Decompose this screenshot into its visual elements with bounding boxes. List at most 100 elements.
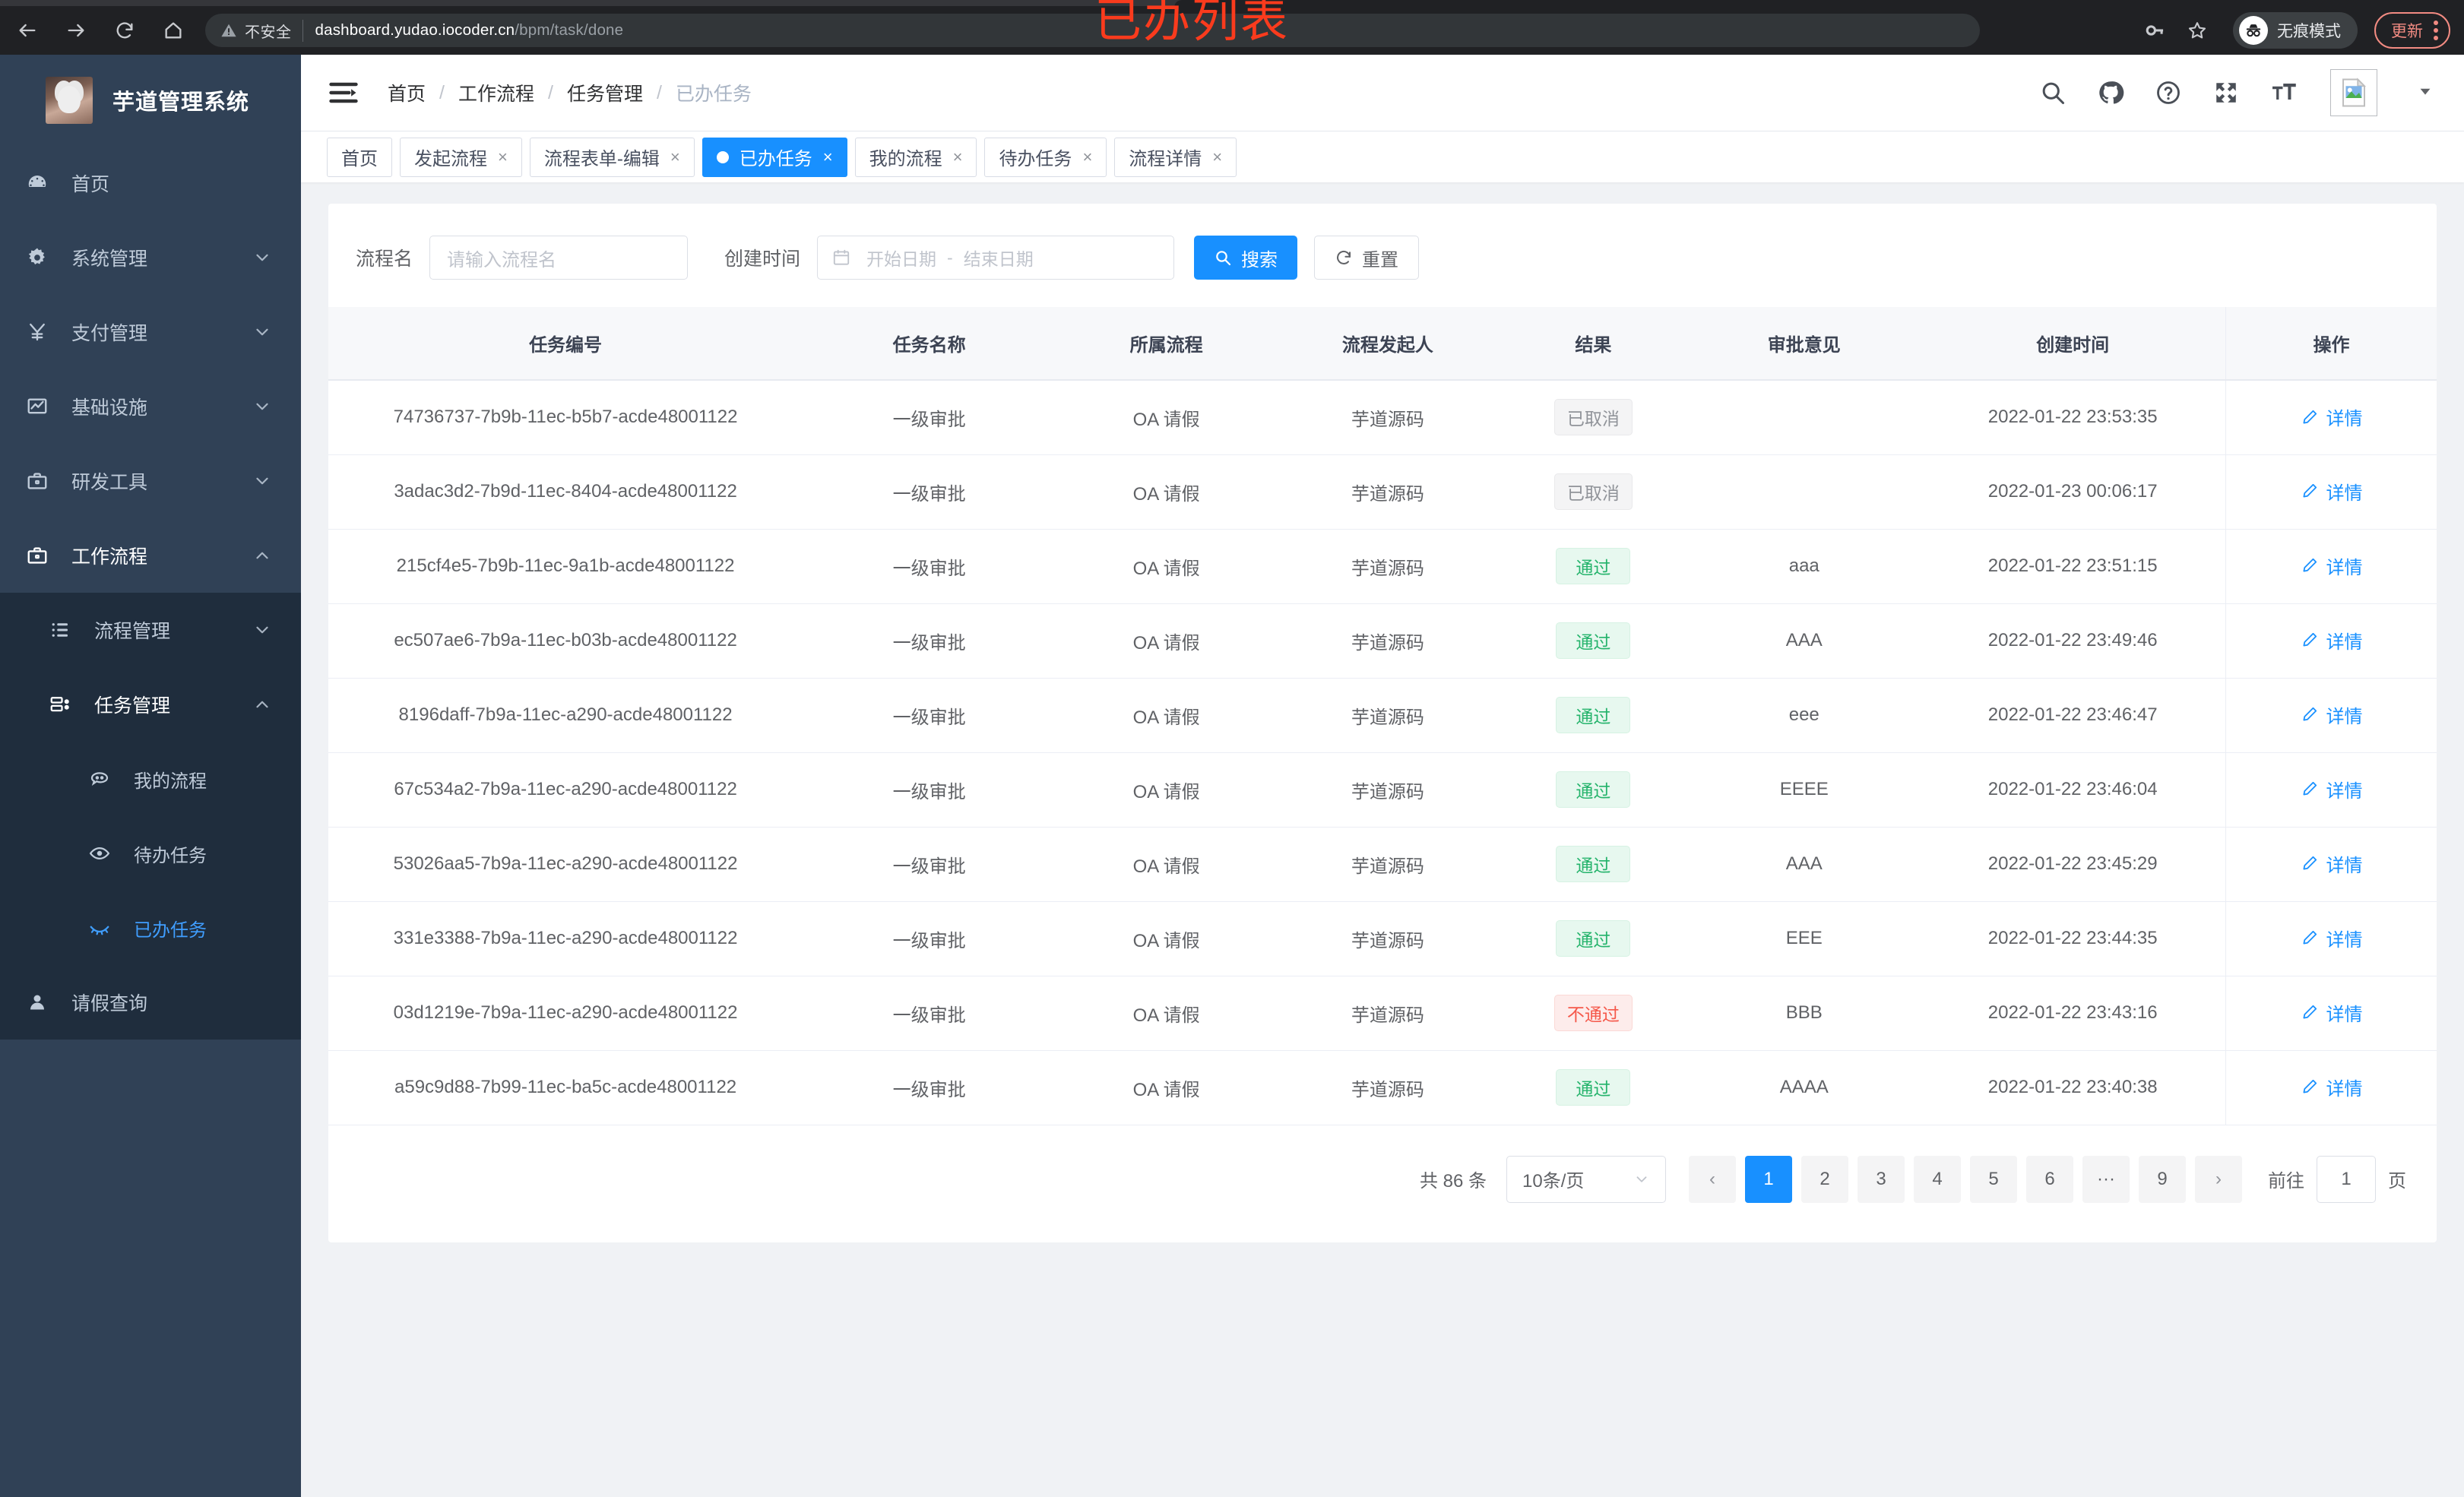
cell-opinion: EEEE (1688, 752, 1921, 828)
font-size-icon[interactable] (2268, 77, 2300, 109)
date-range-input[interactable]: 开始日期 - 结束日期 (817, 236, 1175, 280)
detail-link[interactable]: 详情 (2301, 478, 2363, 505)
address-bar[interactable]: 不安全 dashboard.yudao.iocoder.cn/bpm/task/… (205, 14, 1980, 47)
breadcrumb-item[interactable]: 首页 (388, 84, 426, 105)
sidebar-item-leave-query[interactable]: 请假查询 (0, 965, 301, 1040)
menu-collapse-icon[interactable] (327, 76, 360, 109)
sidebar-item-done-task[interactable]: 已办任务 (0, 891, 301, 965)
cell-initiator: 芋道源码 (1277, 529, 1499, 604)
close-icon[interactable]: × (498, 147, 508, 166)
help-icon[interactable] (2152, 77, 2184, 109)
detail-link[interactable]: 详情 (2301, 850, 2363, 877)
cell-operation: 详情 (2225, 603, 2437, 679)
sidebar-item-home[interactable]: 首页 (0, 146, 301, 220)
tab-process-form-edit[interactable]: 流程表单-编辑 × (529, 137, 695, 177)
status-badge: 通过 (1556, 846, 1631, 882)
detail-link[interactable]: 详情 (2301, 1074, 2363, 1100)
jump-page-input[interactable]: 1 (2317, 1155, 2376, 1203)
home-button[interactable] (152, 9, 195, 52)
password-key-icon[interactable] (2136, 11, 2174, 49)
github-icon[interactable] (2095, 77, 2127, 109)
browser-toolbar: 不安全 dashboard.yudao.iocoder.cn/bpm/task/… (0, 6, 2464, 55)
tab-my-process[interactable]: 我的流程 × (854, 137, 977, 177)
edit-icon (2303, 484, 2317, 498)
detail-link[interactable]: 详情 (2301, 999, 2363, 1026)
close-icon[interactable]: × (1212, 147, 1223, 166)
sidebar-item-todo-task[interactable]: 待办任务 (0, 816, 301, 891)
tab-done-task[interactable]: 已办任务 × (702, 137, 847, 177)
incognito-indicator[interactable]: 无痕模式 (2233, 12, 2358, 49)
search-icon[interactable] (2037, 77, 2069, 109)
tab-start-process[interactable]: 发起流程 × (400, 137, 522, 177)
cell-initiator: 芋道源码 (1277, 603, 1499, 679)
caret-down-icon[interactable] (2417, 83, 2434, 103)
sidebar-item-task-management[interactable]: 任务管理 (0, 667, 301, 742)
brand[interactable]: 芋道管理系统 (0, 55, 301, 146)
detail-link-label: 详情 (2326, 557, 2363, 578)
forward-button[interactable] (55, 9, 97, 52)
page-button[interactable]: 1 (1745, 1155, 1792, 1203)
page-button[interactable]: 3 (1858, 1155, 1905, 1203)
page-button[interactable]: 4 (1914, 1155, 1961, 1203)
cell-task-id: 53026aa5-7b9a-11ec-a290-acde48001122 (328, 827, 803, 902)
tab-label: 发起流程 (414, 149, 487, 169)
back-button[interactable] (6, 9, 49, 52)
detail-link[interactable]: 详情 (2301, 701, 2363, 728)
breadcrumb-item[interactable]: 任务管理 (566, 84, 643, 105)
sidebar-item-label: 首页 (71, 174, 110, 195)
url-text: dashboard.yudao.iocoder.cn/bpm/task/done (315, 21, 624, 40)
close-icon[interactable]: × (670, 147, 680, 166)
sidebar-item-process-management[interactable]: 流程管理 (0, 593, 301, 667)
sidebar-item-system[interactable]: 系统管理 (0, 220, 301, 295)
update-button[interactable]: 更新 (2374, 12, 2450, 49)
sidebar-item-devtools[interactable]: 研发工具 (0, 444, 301, 518)
edit-icon (2303, 782, 2317, 796)
cell-task-name: 一级审批 (803, 603, 1056, 679)
detail-link-label: 详情 (2326, 929, 2363, 951)
detail-link[interactable]: 详情 (2301, 925, 2363, 951)
bookmark-star-icon[interactable] (2178, 11, 2216, 49)
prev-page-button[interactable]: ‹ (1689, 1155, 1736, 1203)
sidebar-item-my-process[interactable]: 我的流程 (0, 742, 301, 816)
close-icon[interactable]: × (1082, 147, 1093, 166)
page-button[interactable]: 9 (2139, 1155, 2186, 1203)
close-icon[interactable]: × (822, 147, 833, 166)
page-size-select[interactable]: 10条/页 (1506, 1155, 1666, 1203)
page-button[interactable]: 6 (2026, 1155, 2073, 1203)
sidebar-item-workflow[interactable]: 工作流程 (0, 518, 301, 593)
search-button[interactable]: 搜索 (1194, 236, 1298, 280)
sidebar-item-payment[interactable]: 支付管理 (0, 295, 301, 369)
cell-process: OA 请假 (1056, 603, 1278, 679)
page-button[interactable]: 2 (1801, 1155, 1848, 1203)
reload-button[interactable] (103, 9, 146, 52)
page-button[interactable]: 5 (1970, 1155, 2017, 1203)
task-table: 任务编号 任务名称 所属流程 流程发起人 结果 审批意见 创建时间 操作 747… (328, 307, 2437, 1125)
search-icon (1216, 251, 1231, 266)
detail-link[interactable]: 详情 (2301, 627, 2363, 654)
detail-link[interactable]: 详情 (2301, 404, 2363, 430)
logo-icon (46, 77, 93, 124)
cell-process: OA 请假 (1056, 1050, 1278, 1125)
chrome-menu-icon[interactable] (2434, 21, 2438, 40)
avatar[interactable] (2330, 69, 2377, 116)
reset-button[interactable]: 重置 (1314, 236, 1420, 280)
detail-link[interactable]: 详情 (2301, 776, 2363, 802)
tab-todo-task[interactable]: 待办任务 × (984, 137, 1107, 177)
browser-tab[interactable] (1174, 0, 2464, 8)
tab-process-detail[interactable]: 流程详情 × (1114, 137, 1237, 177)
close-icon[interactable]: × (952, 147, 963, 166)
cell-result: 通过 (1498, 678, 1689, 753)
broken-image-icon (2342, 78, 2367, 107)
sidebar-item-infrastructure[interactable]: 基础设施 (0, 369, 301, 444)
page-ellipsis[interactable]: ··· (2082, 1155, 2130, 1203)
cell-task-name: 一级审批 (803, 901, 1056, 976)
process-name-input[interactable]: 请输入流程名 (429, 236, 689, 280)
tab-home[interactable]: 首页 (327, 137, 392, 177)
fullscreen-icon[interactable] (2210, 77, 2242, 109)
breadcrumb-item[interactable]: 工作流程 (458, 84, 534, 105)
detail-link[interactable]: 详情 (2301, 552, 2363, 579)
next-page-button[interactable]: › (2195, 1155, 2242, 1203)
sidebar-item-label: 工作流程 (71, 546, 148, 568)
cell-opinion: AAA (1688, 603, 1921, 679)
tab-label: 待办任务 (999, 149, 1072, 169)
